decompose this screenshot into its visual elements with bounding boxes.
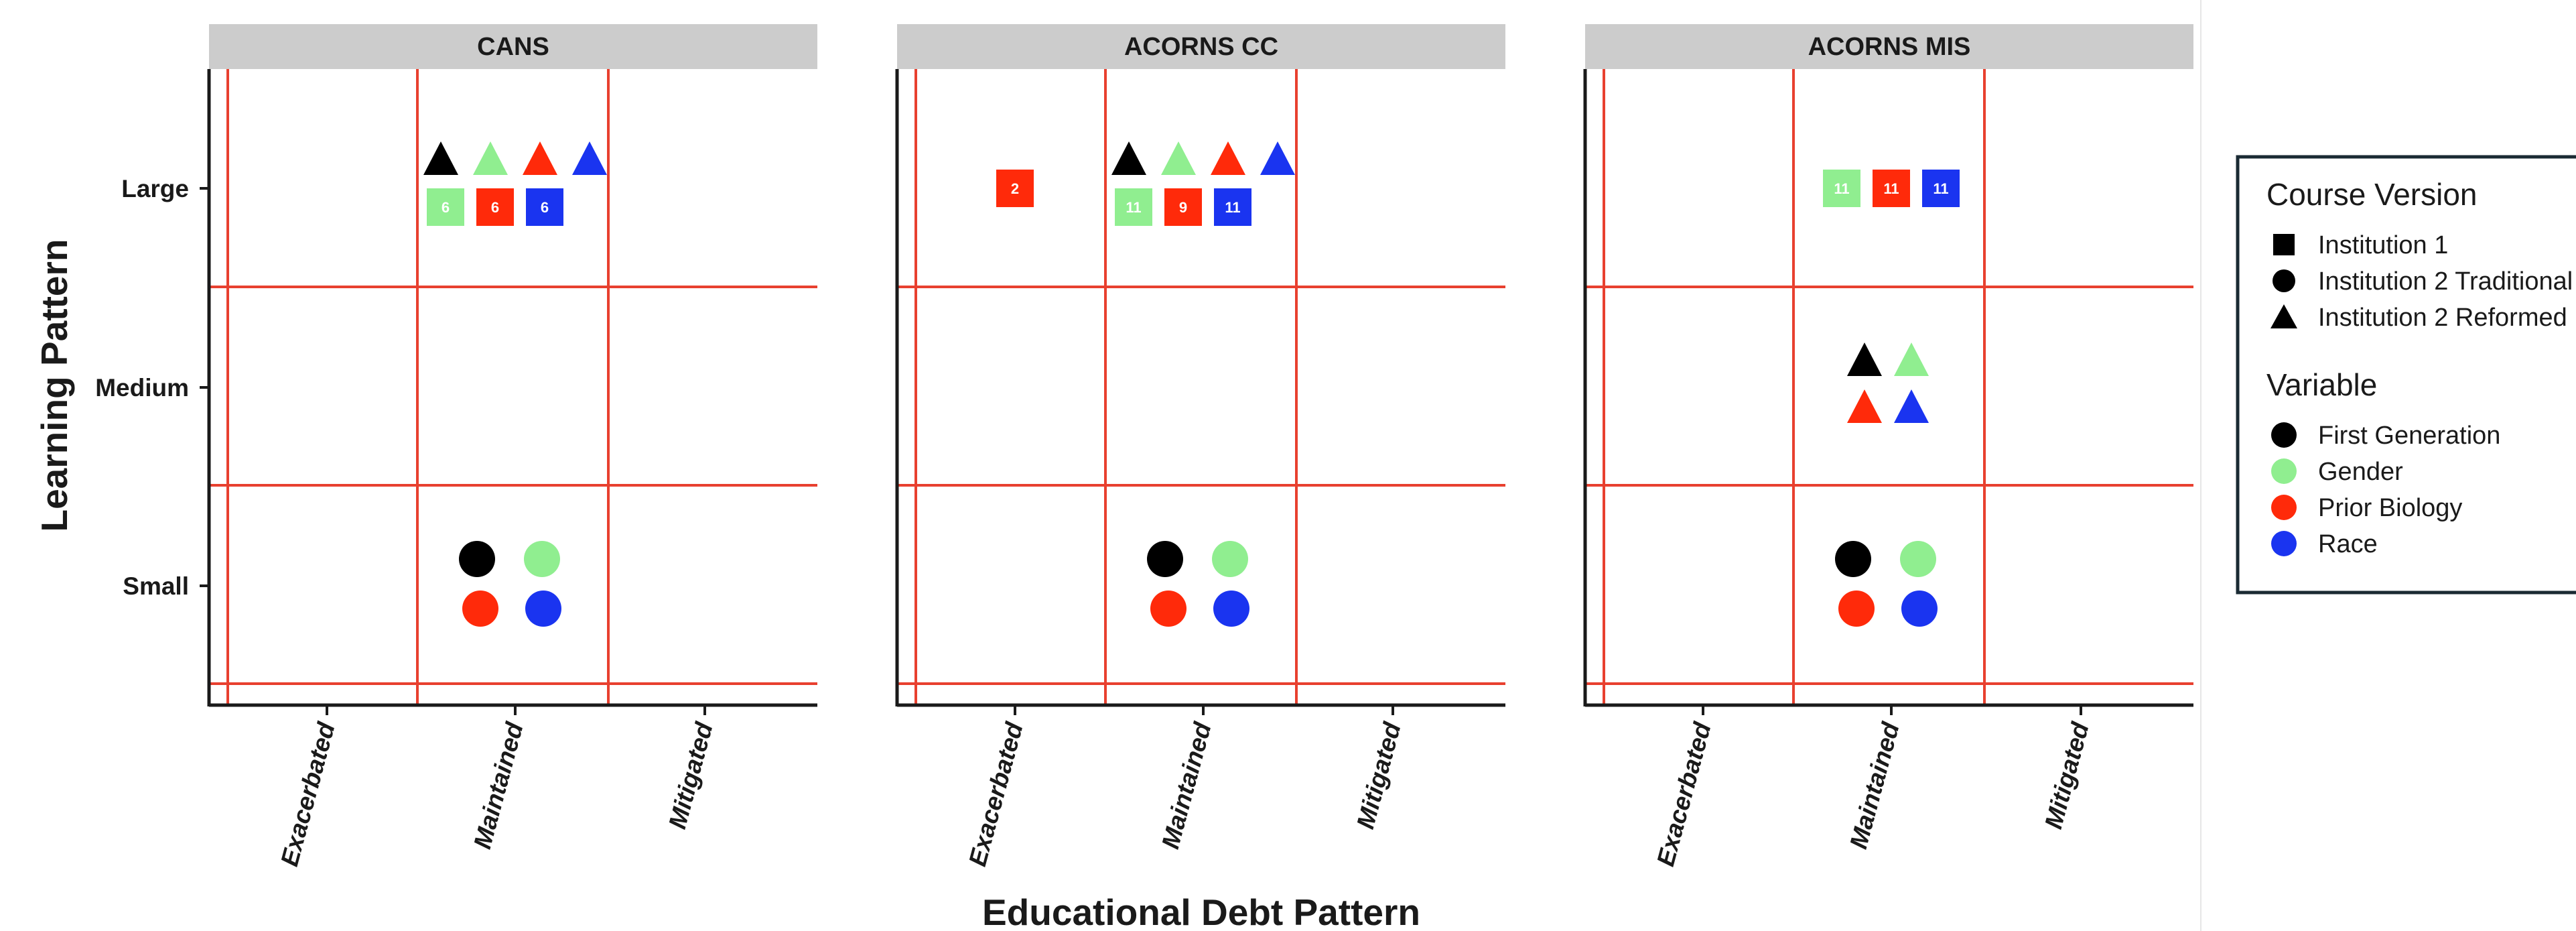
panel-title: ACORNS CC — [1124, 33, 1278, 61]
legend-variable-label: Race — [2318, 530, 2378, 558]
panel-acorns-mis: ACORNS MIS Exacerbated Maintained Mitigated… — [1583, 24, 2193, 869]
legend-box — [2236, 155, 2576, 595]
point-triangle — [523, 141, 557, 175]
point-circle-race — [1213, 591, 1249, 627]
panel-title: ACORNS MIS — [1808, 33, 1971, 61]
point-square — [1164, 188, 1202, 226]
point-count-label: 9 — [1179, 199, 1187, 216]
point-triangle — [1260, 141, 1295, 175]
legend-variable-label: Gender — [2318, 458, 2403, 486]
point-square — [1115, 188, 1152, 226]
panel-acorns-cc: ACORNS CC Exacerbated Maintained Mitigated 2… — [895, 24, 1505, 869]
x-tick-label-exacerbated: Exacerbated — [275, 719, 340, 869]
point-triangle — [1161, 141, 1196, 175]
x-tick-label-maintained: Maintained — [468, 719, 529, 852]
legend-square-icon — [2273, 234, 2295, 255]
panel-cans: CANS Exacerbated Maintained Mitigated 6 6 6 — [207, 24, 817, 869]
y-tick-label-large: Large — [121, 175, 189, 202]
point-count-label: 2 — [1011, 180, 1019, 197]
point-circle-first-generation — [1147, 541, 1183, 577]
point-triangle — [1111, 141, 1146, 175]
point-count-label: 11 — [1834, 180, 1849, 197]
point-triangle — [473, 141, 508, 175]
point-circle-race — [1901, 591, 1938, 627]
legend-variable-label: First Generation — [2318, 422, 2500, 450]
point-square — [427, 188, 464, 226]
legend-triangle-icon — [2270, 304, 2297, 328]
point-circle-prior-biology — [462, 591, 498, 627]
legend-shape-label: Institution 1 — [2318, 231, 2448, 259]
legend-color-swatch — [2271, 531, 2297, 556]
point-circle-gender — [524, 541, 560, 577]
point-square — [1214, 188, 1251, 226]
point-count-label: 11 — [1883, 180, 1899, 197]
panel-strip — [1585, 24, 2193, 69]
point-circle-prior-biology — [1150, 591, 1187, 627]
legend-shape-label: Institution 2 Reformed — [2318, 304, 2567, 332]
panel-strip — [897, 24, 1505, 69]
point-square — [1873, 170, 1910, 207]
legend-color-swatch — [2271, 422, 2297, 448]
panel-strip — [209, 24, 817, 69]
point-count-label: 6 — [541, 199, 549, 216]
legend-color-title: Variable — [2266, 367, 2377, 402]
figure-divider — [2200, 0, 2201, 931]
legend-shape-title: Course Version — [2266, 177, 2478, 212]
point-square — [1922, 170, 1960, 207]
point-circle-first-generation — [459, 541, 495, 577]
x-tick-label-mitigated: Mitigated — [1351, 719, 1406, 832]
point-triangle — [1847, 343, 1882, 376]
point-triangle — [1894, 389, 1929, 423]
point-triangle — [1211, 141, 1245, 175]
point-square — [476, 188, 514, 226]
point-triangle — [1847, 389, 1882, 423]
legend-variable-label: Prior Biology — [2318, 494, 2462, 522]
point-square — [996, 170, 1034, 207]
x-tick-label-mitigated: Mitigated — [2039, 719, 2094, 832]
legend-color-swatch — [2271, 495, 2297, 520]
point-triangle — [1894, 343, 1929, 376]
legend-color-swatch — [2271, 458, 2297, 484]
x-tick-label-mitigated: Mitigated — [663, 719, 718, 832]
point-triangle — [572, 141, 607, 175]
point-circle-gender — [1212, 541, 1248, 577]
point-circle-first-generation — [1835, 541, 1871, 577]
panel-title: CANS — [477, 33, 549, 61]
y-axis-title: Learning Pattern — [33, 239, 75, 532]
legend: Course Version Institution 1 Institution 2… — [2236, 155, 2576, 595]
x-tick-label-exacerbated: Exacerbated — [963, 719, 1028, 869]
legend-circle-icon — [2273, 269, 2295, 292]
point-triangle — [423, 141, 458, 175]
x-tick-label-exacerbated: Exacerbated — [1651, 719, 1716, 869]
legend-shape-label: Institution 2 Traditional — [2318, 267, 2573, 296]
point-square — [526, 188, 563, 226]
point-square — [1823, 170, 1860, 207]
point-circle-gender — [1900, 541, 1936, 577]
x-axis-title: Educational Debt Pattern — [982, 891, 1420, 931]
point-count-label: 6 — [442, 199, 450, 216]
x-tick-label-maintained: Maintained — [1844, 719, 1905, 852]
point-count-label: 6 — [491, 199, 499, 216]
point-count-label: 11 — [1933, 180, 1948, 197]
point-circle-prior-biology — [1838, 591, 1875, 627]
y-tick-label-small: Small — [123, 572, 189, 600]
x-tick-label-maintained: Maintained — [1156, 719, 1217, 852]
point-circle-race — [525, 591, 561, 627]
point-count-label: 11 — [1225, 199, 1240, 216]
point-count-label: 11 — [1126, 199, 1141, 216]
y-tick-label-medium: Medium — [95, 374, 189, 401]
